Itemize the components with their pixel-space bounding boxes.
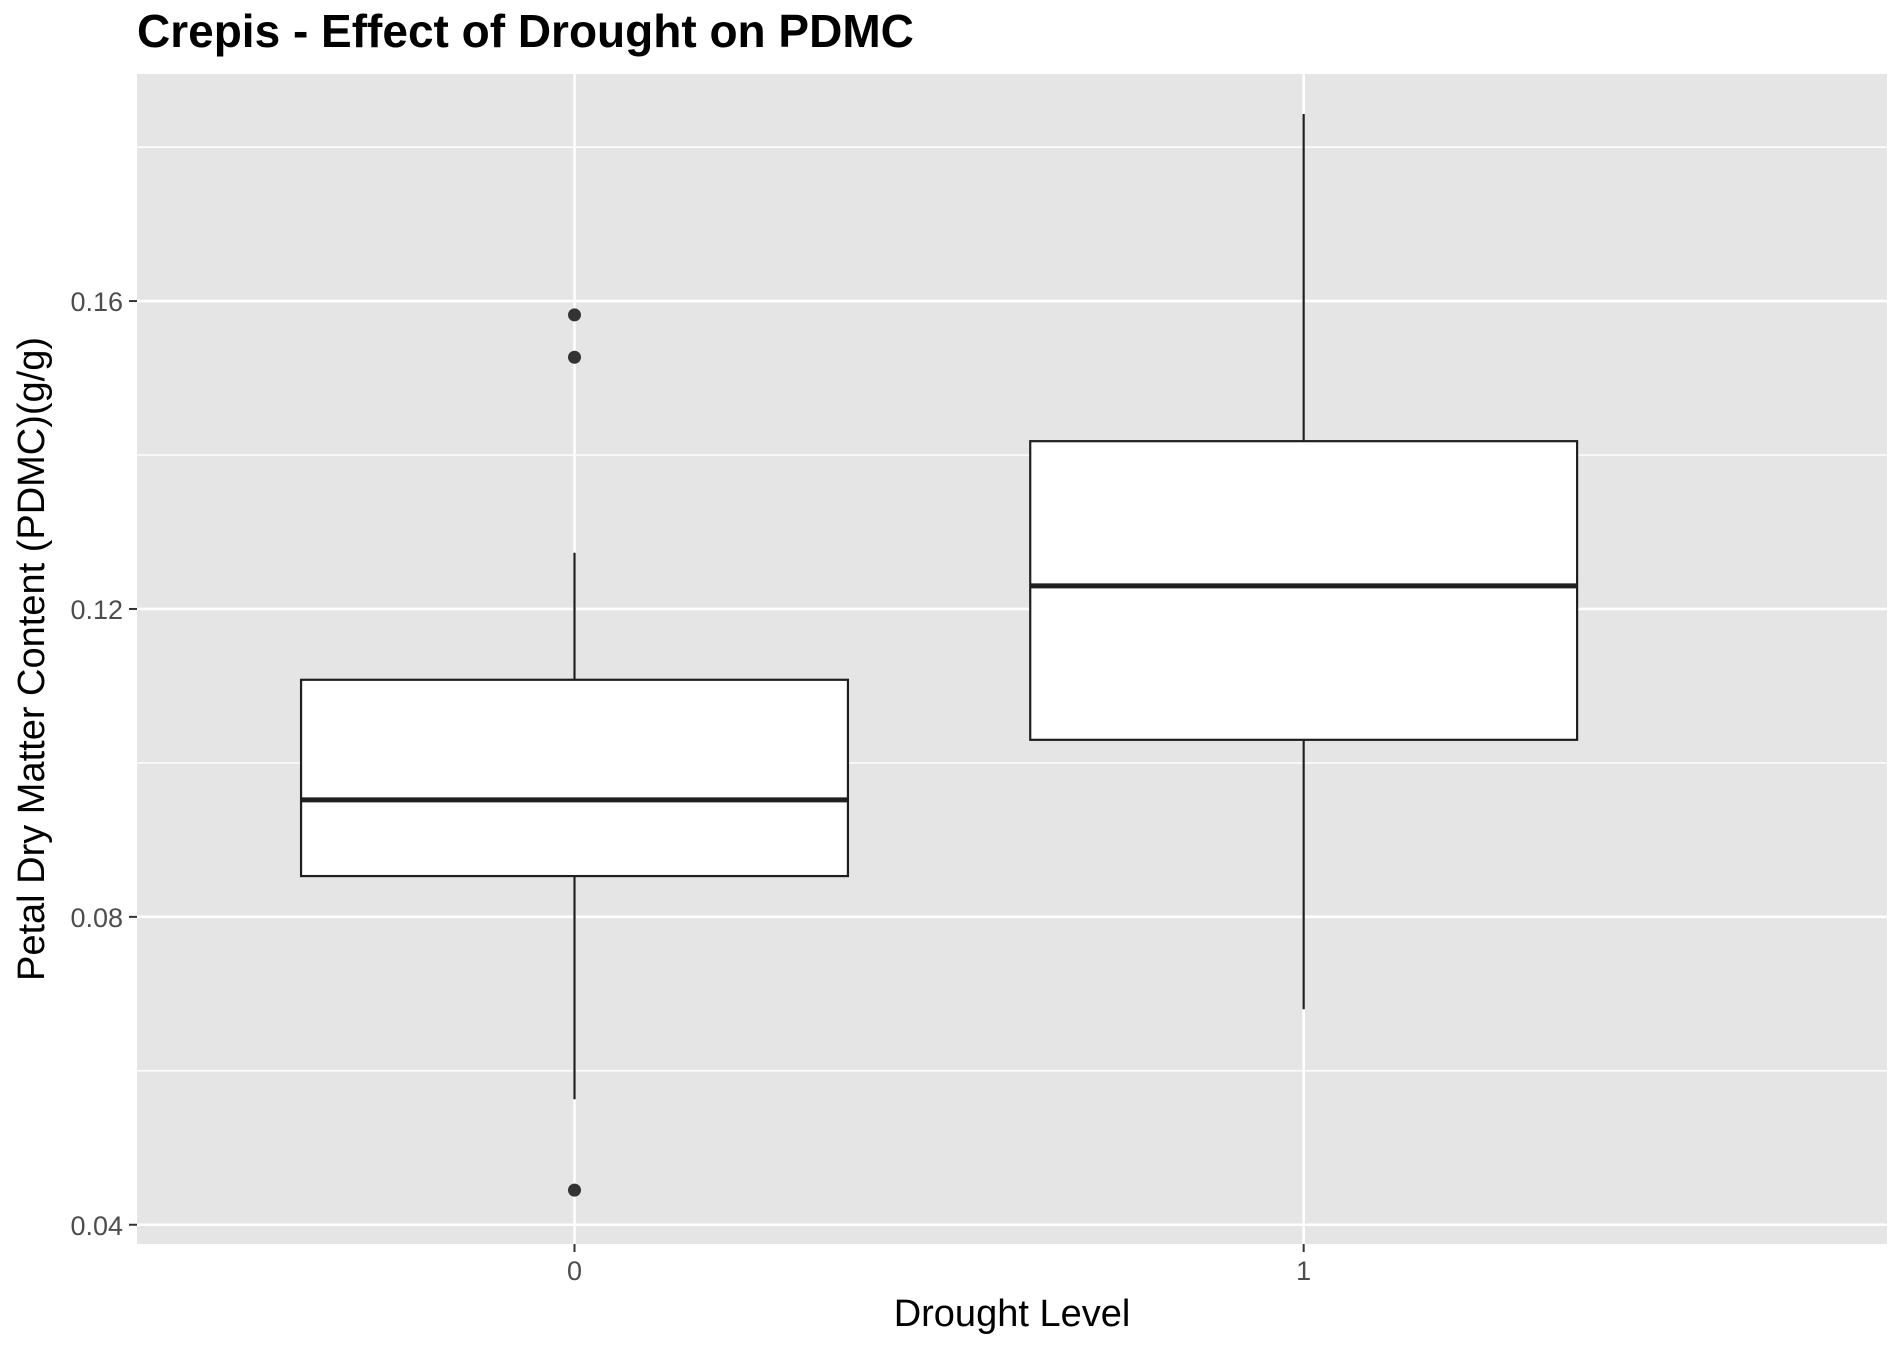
box-iqr: [1029, 440, 1579, 741]
outlier-point: [568, 1183, 581, 1197]
y-tick-label: 0.12: [70, 595, 123, 625]
box-iqr: [299, 678, 850, 878]
y-tick-label: 0.04: [70, 1211, 123, 1241]
x-tick-label: 0: [567, 1256, 582, 1286]
outlier-point: [568, 350, 581, 364]
box-group-0: [299, 308, 850, 1197]
plot-panel: [137, 74, 1887, 1244]
y-tick-label: 0.08: [70, 903, 123, 933]
y-tick-label: 0.16: [70, 287, 123, 317]
y-axis-title: Petal Dry Matter Content (PDMC)(g/g): [11, 337, 53, 981]
outlier-point: [568, 308, 581, 322]
box-group-1: [1029, 114, 1579, 1010]
x-axis-title: Drought Level: [894, 1293, 1131, 1335]
box-layer: [299, 114, 1579, 1197]
chart-title: Crepis - Effect of Drought on PDMC: [137, 5, 914, 57]
x-tick-label: 1: [1296, 1256, 1311, 1286]
axes: 0.04 0.08 0.12 0.16 0 1: [70, 287, 1311, 1286]
